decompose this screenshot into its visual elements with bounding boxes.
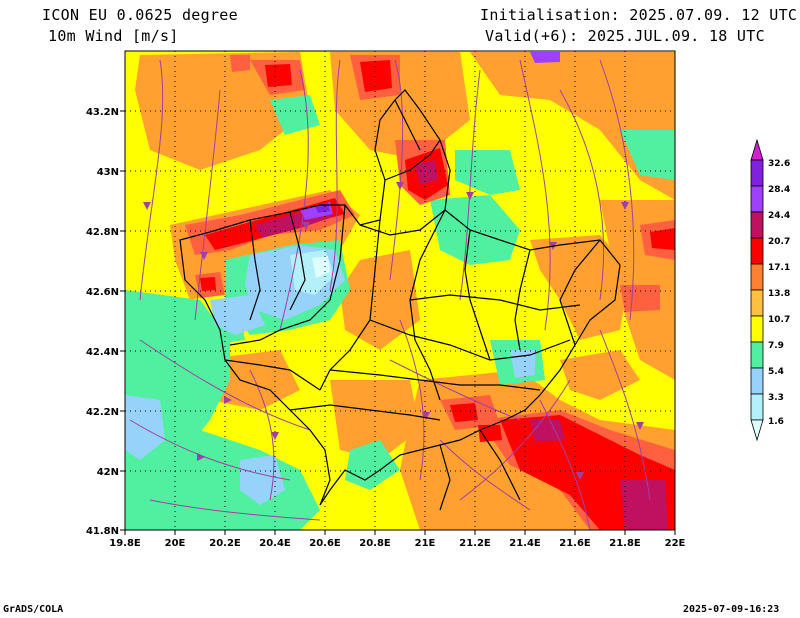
render-timestamp: 2025-07-09-16:23 <box>683 604 780 615</box>
legend-color-box <box>750 211 764 239</box>
legend-level-label: 13.8 <box>768 289 790 299</box>
variable-title: 10m Wind [m/s] <box>48 27 179 45</box>
legend-bottom-triangle <box>750 419 764 442</box>
tick-marks <box>120 110 676 535</box>
y-tick-label: 42.6N <box>86 287 119 298</box>
legend-level-label: 28.4 <box>768 185 790 195</box>
x-tick-label: 19.8E <box>109 538 141 549</box>
y-tick-label: 43.2N <box>86 107 119 118</box>
x-tick-label: 20.2E <box>209 538 241 549</box>
y-tick-label: 43N <box>97 167 119 178</box>
y-tick-label: 41.8N <box>86 526 119 537</box>
x-tick-label: 22E <box>665 538 686 549</box>
x-tick-label: 20.8E <box>359 538 391 549</box>
legend-level-label: 5.4 <box>768 367 784 377</box>
legend-level-label: 3.3 <box>768 393 784 403</box>
y-tick-label: 42.8N <box>86 227 119 238</box>
legend-color-box <box>750 289 764 317</box>
x-tick-label: 21.4E <box>509 538 541 549</box>
x-tick-label: 20.4E <box>259 538 291 549</box>
legend-level-label: 17.1 <box>768 263 790 273</box>
y-tick-label: 42.2N <box>86 407 119 418</box>
model-title: ICON EU 0.0625 degree <box>42 6 238 24</box>
wind-map: 19.8E 20E 20.2E 20.4E 20.6E 20.8E 21E 21… <box>86 50 790 549</box>
valid-time: Valid(+6): 2025.JUL.09. 18 UTC <box>485 27 765 45</box>
legend-level-label: 20.7 <box>768 237 790 247</box>
color-legend: 32.6 28.4 24.4 20.7 17.1 13.8 10.7 7.9 5… <box>750 138 790 442</box>
legend-color-box <box>750 393 764 421</box>
y-tick-label: 42.4N <box>86 347 119 358</box>
legend-top-triangle <box>750 138 764 161</box>
legend-level-label: 1.6 <box>768 417 784 427</box>
x-tick-label: 21.6E <box>559 538 591 549</box>
init-time: Initialisation: 2025.07.09. 12 UTC <box>480 6 798 24</box>
x-tick-label: 21.8E <box>609 538 641 549</box>
legend-color-box <box>750 263 764 291</box>
x-tick-label: 21.2E <box>459 538 491 549</box>
x-tick-label: 20E <box>165 538 186 549</box>
legend-color-box <box>750 185 764 213</box>
legend-color-box <box>750 237 764 265</box>
streamline-arrows <box>143 182 644 480</box>
legend-level-label: 32.6 <box>768 159 790 169</box>
border-lines <box>179 89 621 511</box>
legend-level-label: 24.4 <box>768 211 790 221</box>
legend-color-box <box>750 341 764 369</box>
legend-color-box <box>750 315 764 343</box>
grads-credit: GrADS/COLA <box>3 604 64 615</box>
x-tick-label: 21E <box>415 538 436 549</box>
y-tick-label: 42N <box>97 467 119 478</box>
legend-level-label: 10.7 <box>768 315 790 325</box>
legend-color-box <box>750 367 764 395</box>
legend-color-box <box>750 159 764 187</box>
wind-streamlines <box>129 59 651 530</box>
legend-level-label: 7.9 <box>768 341 784 351</box>
x-tick-label: 20.6E <box>309 538 341 549</box>
